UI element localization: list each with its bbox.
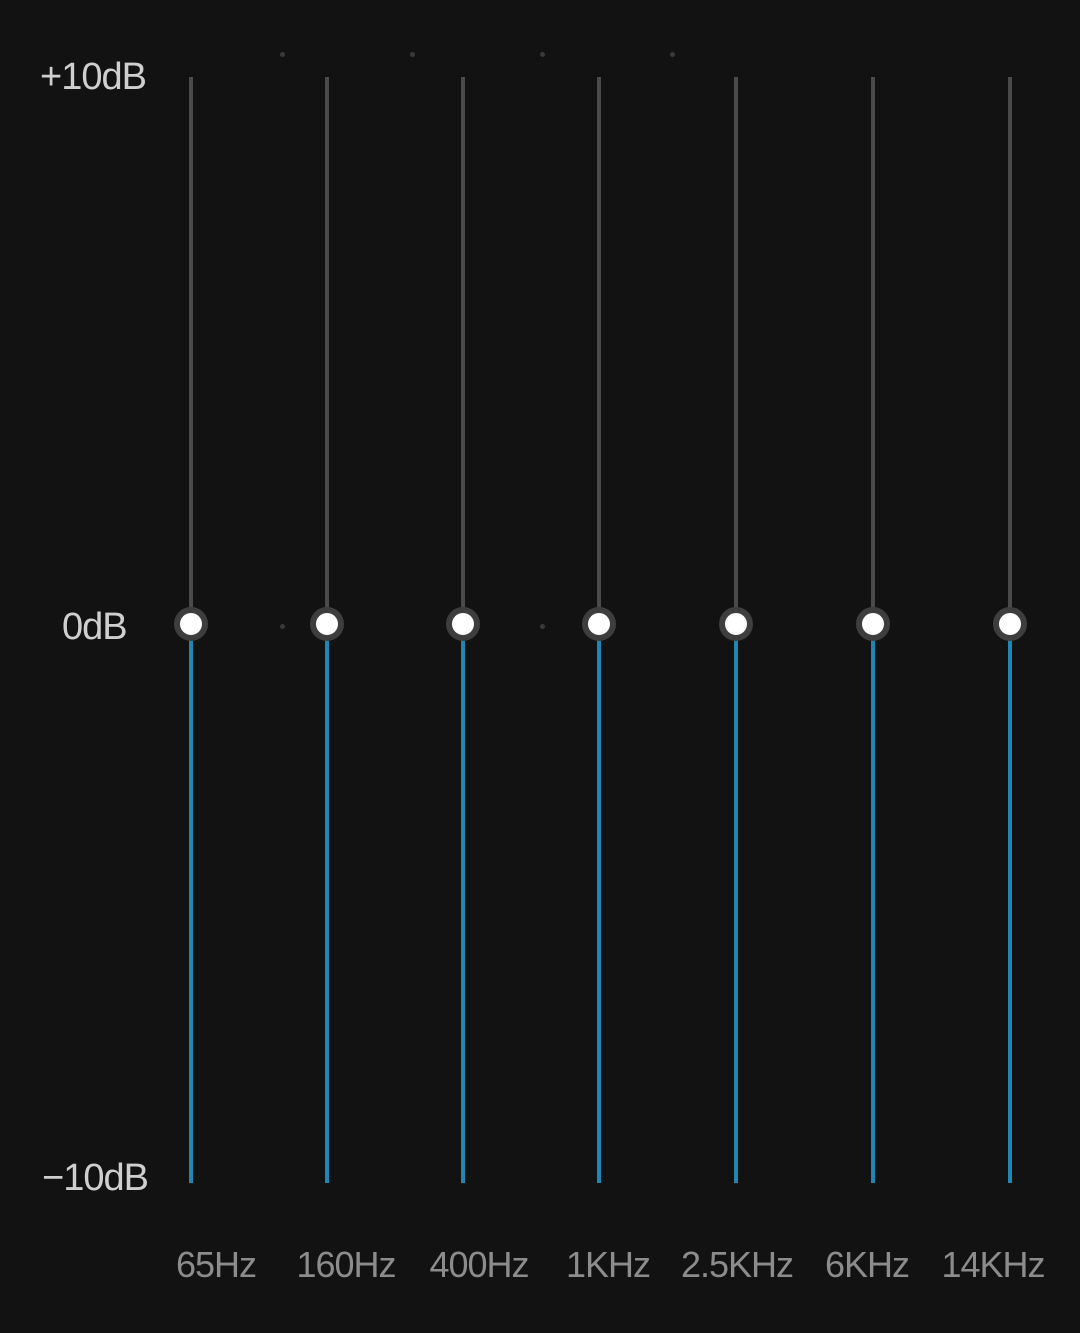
eq-band-slider[interactable] [161, 0, 221, 1333]
slider-thumb[interactable] [856, 607, 890, 641]
frequency-label: 1KHz [565, 1244, 651, 1285]
slider-fill [189, 624, 193, 1183]
eq-band-slider[interactable] [980, 0, 1040, 1333]
frequency-label: 160Hz [296, 1244, 396, 1285]
slider-fill [325, 624, 329, 1183]
slider-thumb[interactable] [310, 607, 344, 641]
slider-fill [734, 624, 738, 1183]
decorative-dot [410, 52, 415, 57]
frequency-label: 2.5KHz [680, 1244, 794, 1285]
slider-thumb[interactable] [446, 607, 480, 641]
slider-fill [1008, 624, 1012, 1183]
scale-min-label: −10dB [42, 1157, 149, 1199]
decorative-dot [670, 52, 675, 57]
slider-thumb[interactable] [993, 607, 1027, 641]
frequency-label: 400Hz [429, 1244, 529, 1285]
slider-fill [461, 624, 465, 1183]
eq-band-slider[interactable] [706, 0, 766, 1333]
slider-thumb[interactable] [719, 607, 753, 641]
slider-thumb[interactable] [174, 607, 208, 641]
frequency-label: 6KHz [824, 1244, 910, 1285]
slider-thumb[interactable] [582, 607, 616, 641]
frequency-label: 14KHz [941, 1244, 1045, 1285]
decorative-dot [540, 624, 545, 629]
eq-band-slider[interactable] [843, 0, 903, 1333]
eq-band-slider[interactable] [297, 0, 357, 1333]
scale-max-label: +10dB [40, 56, 147, 98]
decorative-dot [540, 52, 545, 57]
slider-fill [597, 624, 601, 1183]
decorative-dot [280, 624, 285, 629]
eq-band-slider[interactable] [433, 0, 493, 1333]
scale-mid-label: 0dB [62, 606, 128, 648]
eq-band-slider[interactable] [569, 0, 629, 1333]
slider-fill [871, 624, 875, 1183]
decorative-dot [280, 52, 285, 57]
frequency-label: 65Hz [175, 1244, 257, 1285]
